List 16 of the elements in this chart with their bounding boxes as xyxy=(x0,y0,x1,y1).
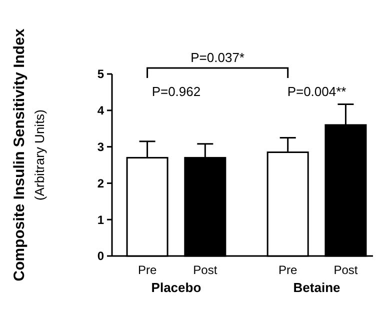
y-tick-label: 4 xyxy=(97,104,104,118)
y-tick-label: 3 xyxy=(97,140,104,154)
y-tick-label: 5 xyxy=(97,67,104,82)
annotation: P=0.962 xyxy=(152,84,201,99)
x-tick-label: Placebo xyxy=(151,280,202,295)
x-tick-label: Betaine xyxy=(293,280,340,295)
series-label: Pre xyxy=(138,263,157,277)
y-axis-title: Composite Insulin Sensitivity Index (Arbitrary Units) xyxy=(11,28,47,282)
y-tick-label: 2 xyxy=(97,176,104,190)
text: P=0.037* xyxy=(190,50,244,65)
series-label: Post xyxy=(193,263,218,277)
y-tick-label: 0 xyxy=(97,249,104,264)
text: Pre xyxy=(278,263,298,277)
text: Post xyxy=(334,263,358,277)
y-tick-label: 1 xyxy=(97,212,104,227)
annotation: P=0.004** xyxy=(287,84,346,99)
